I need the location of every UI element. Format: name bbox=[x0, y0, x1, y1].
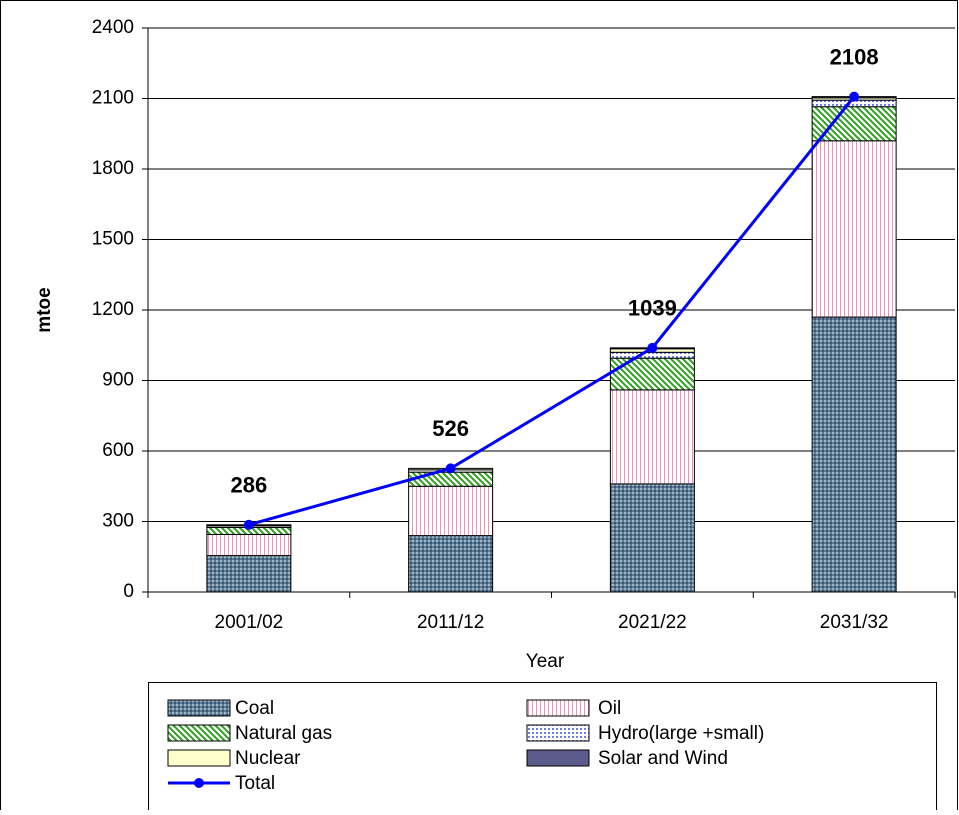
y-tick-label: 1500 bbox=[92, 229, 134, 250]
legend-swatch bbox=[167, 749, 231, 767]
y-tick-label: 900 bbox=[102, 370, 134, 391]
bar-segment bbox=[811, 106, 897, 142]
bar-segment bbox=[609, 483, 695, 593]
data-label: 286 bbox=[231, 473, 268, 498]
total-line bbox=[248, 95, 856, 527]
data-label: 1039 bbox=[628, 296, 677, 321]
x-tick-label: 2001/02 bbox=[215, 612, 284, 633]
data-label: 2108 bbox=[830, 44, 879, 69]
y-axis-label: mtoe bbox=[34, 287, 55, 332]
x-axis-label: Year bbox=[526, 651, 565, 672]
legend-label: Coal bbox=[235, 698, 274, 719]
legend-point bbox=[194, 778, 204, 788]
legend-label: Oil bbox=[598, 698, 621, 719]
legend-label: Hydro(large +small) bbox=[598, 723, 764, 744]
y-tick-label: 300 bbox=[102, 511, 134, 532]
bar-segment bbox=[206, 555, 292, 593]
legend-swatch bbox=[526, 724, 590, 742]
legend-swatch bbox=[167, 724, 231, 742]
y-tick-label: 1200 bbox=[92, 299, 134, 320]
y-tick-label: 0 bbox=[123, 581, 134, 602]
legend-label: Solar and Wind bbox=[598, 748, 728, 769]
bar-segment bbox=[408, 535, 494, 593]
y-tick-label: 600 bbox=[102, 440, 134, 461]
bar-segment bbox=[609, 389, 695, 485]
bar-segment bbox=[811, 140, 897, 318]
bar-segment bbox=[811, 316, 897, 593]
legend-swatch bbox=[526, 749, 590, 767]
legend-swatch bbox=[167, 699, 231, 717]
bar-segment bbox=[609, 351, 695, 359]
legend-label: Nuclear bbox=[235, 748, 301, 769]
x-tick-label: 2031/32 bbox=[820, 612, 889, 633]
bar-segment bbox=[206, 533, 292, 557]
y-tick-label: 2100 bbox=[92, 88, 134, 109]
x-tick-label: 2021/22 bbox=[618, 612, 687, 633]
x-tick-label: 2011/12 bbox=[417, 612, 484, 633]
total-point bbox=[647, 342, 658, 353]
bar-segment bbox=[408, 485, 494, 537]
total-point bbox=[849, 91, 860, 102]
bar-segment bbox=[609, 357, 695, 391]
total-point bbox=[243, 519, 254, 530]
total-point bbox=[445, 463, 456, 474]
legend-label: Natural gas bbox=[235, 723, 332, 744]
legend-swatch bbox=[526, 699, 590, 717]
bar-segment bbox=[408, 471, 494, 487]
y-tick-label: 2400 bbox=[92, 17, 134, 38]
data-label: 526 bbox=[432, 416, 469, 441]
y-tick-label: 1800 bbox=[92, 158, 134, 179]
legend-label: Total bbox=[235, 773, 275, 794]
